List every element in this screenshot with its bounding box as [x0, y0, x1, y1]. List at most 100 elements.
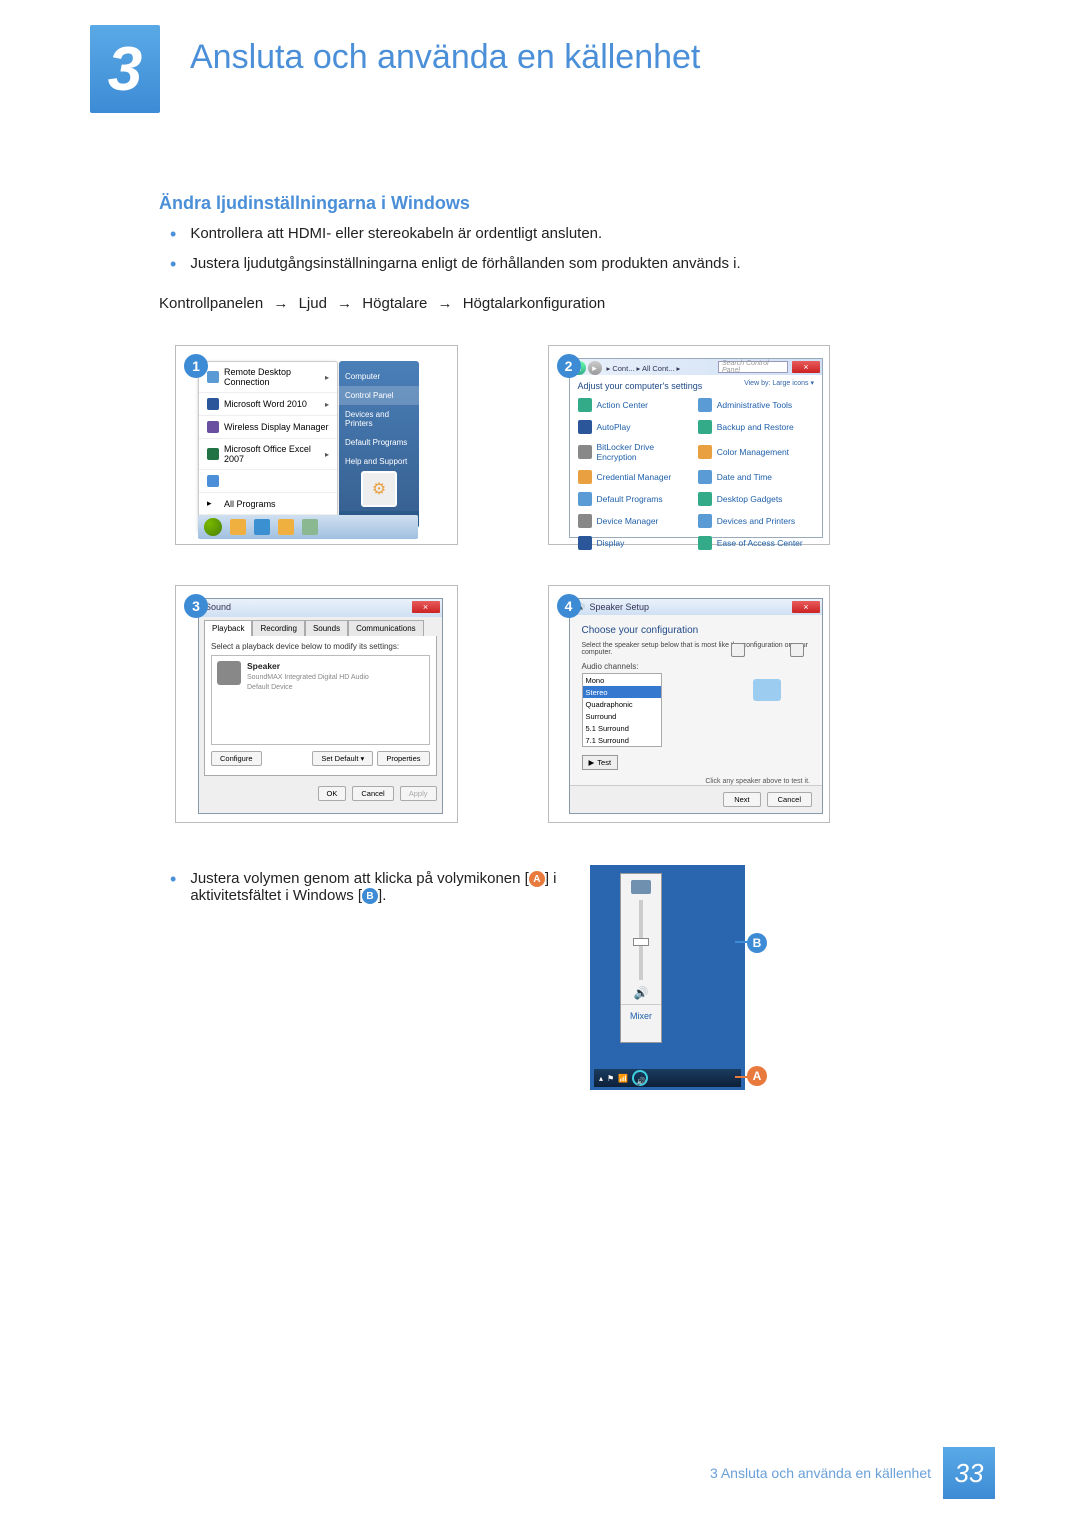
dialog-buttons: Next Cancel — [570, 785, 823, 813]
forward-button[interactable]: ▸ — [588, 361, 602, 375]
option-stereo[interactable]: Stereo — [583, 686, 661, 698]
start-orb-icon[interactable] — [204, 518, 222, 536]
cancel-button[interactable]: Cancel — [352, 786, 393, 801]
close-button[interactable]: × — [412, 601, 440, 613]
tab-communications[interactable]: Communications — [348, 620, 424, 636]
volume-slider[interactable] — [639, 900, 643, 980]
safe-icon — [578, 470, 592, 484]
cp-label: Administrative Tools — [717, 400, 792, 410]
menu-label: Microsoft Office Excel 2007 — [224, 444, 320, 464]
screenshot-sound-dialog: 3 Sound × Playback Recording Sounds Comm… — [175, 585, 458, 823]
step-badge: 1 — [184, 354, 208, 378]
section-heading: Ändra ljudinställningarna i Windows — [159, 193, 470, 214]
option-mono[interactable]: Mono — [583, 674, 661, 686]
slider-thumb-icon[interactable] — [633, 938, 649, 946]
speaker-icon — [217, 661, 241, 685]
start-menu-item-excel[interactable]: Microsoft Office Excel 2007 ▸ — [199, 439, 337, 470]
chapter-number: 3 — [108, 34, 142, 105]
taskbar-wmp-icon[interactable] — [278, 519, 294, 535]
cp-item-gadgets[interactable]: Desktop Gadgets — [696, 488, 816, 510]
listener-icon — [753, 679, 781, 701]
option-71[interactable]: 7.1 Surround — [583, 734, 661, 746]
volume-panel: 🔊 Mixer — [620, 873, 662, 1043]
test-button[interactable]: ▶Test — [582, 755, 619, 770]
cp-item-datetime[interactable]: Date and Time — [696, 466, 816, 488]
channels-listbox[interactable]: Mono Stereo Quadraphonic Surround 5.1 Su… — [582, 673, 662, 747]
chevron-right-icon: ▸ — [325, 450, 329, 459]
mixer-link[interactable]: Mixer — [621, 1004, 661, 1021]
taskbar-ie-icon[interactable] — [254, 519, 270, 535]
search-input[interactable]: Search Control Panel — [718, 361, 788, 373]
close-button[interactable]: × — [792, 361, 820, 373]
start-link-defaults[interactable]: Default Programs — [339, 433, 419, 452]
cp-item-admin-tools[interactable]: Administrative Tools — [696, 394, 816, 416]
start-link-help[interactable]: Help and Support — [339, 452, 419, 471]
breadcrumb[interactable]: ▸ Cont... ▸ All Cont... ▸ — [607, 364, 681, 373]
next-button[interactable]: Next — [723, 792, 760, 807]
dialog-buttons: OK Cancel Apply — [199, 781, 442, 806]
start-link-devices[interactable]: Devices and Printers — [339, 405, 419, 433]
footer-text: 3 Ansluta och använda en källenhet — [710, 1465, 931, 1481]
screenshot-start-menu: 1 Remote Desktop Connection▸ Microsoft W… — [175, 345, 458, 545]
option-quad[interactable]: Quadraphonic — [583, 698, 661, 710]
cp-items-grid: Action Center Administrative Tools AutoP… — [570, 394, 823, 554]
start-menu-item-wdm[interactable]: Wireless Display Manager — [199, 416, 337, 439]
start-menu-item-blank[interactable] — [199, 470, 337, 493]
view-by-dropdown[interactable]: View by: Large icons ▾ — [744, 379, 814, 387]
device-sub: SoundMAX Integrated Digital HD Audio — [247, 674, 369, 681]
speaker-left-icon[interactable] — [731, 643, 745, 657]
bullet-dot-icon: • — [170, 870, 176, 904]
cp-item-device-manager[interactable]: Device Manager — [576, 510, 696, 532]
cp-item-devices-printers[interactable]: Devices and Printers — [696, 510, 816, 532]
option-51[interactable]: 5.1 Surround — [583, 722, 661, 734]
clock-icon — [698, 470, 712, 484]
taskbar-folder-icon[interactable] — [230, 519, 246, 535]
speaker-right-icon[interactable] — [790, 643, 804, 657]
option-surround[interactable]: Surround — [583, 710, 661, 722]
start-menu-item-remote[interactable]: Remote Desktop Connection▸ — [199, 362, 337, 393]
app-icon — [207, 398, 219, 410]
cancel-button[interactable]: Cancel — [767, 792, 812, 807]
device-list[interactable]: Speaker SoundMAX Integrated Digital HD A… — [211, 655, 430, 745]
cp-label: Backup and Restore — [717, 422, 794, 432]
cp-item-display[interactable]: Display — [576, 532, 696, 554]
tab-recording[interactable]: Recording — [252, 620, 304, 636]
tab-playback[interactable]: Playback — [204, 620, 252, 636]
taskbar-app-icon[interactable] — [302, 519, 318, 535]
path-segment: Ljud — [299, 295, 327, 312]
cp-label: Color Management — [717, 447, 789, 457]
screenshot-volume-mixer: 🔊 Mixer ▴ ⚑ 📶 🔊 B A — [590, 865, 745, 1090]
tools-icon — [698, 398, 712, 412]
cp-item-action-center[interactable]: Action Center — [576, 394, 696, 416]
start-link-control-panel[interactable]: Control Panel — [339, 386, 419, 405]
properties-button[interactable]: Properties — [377, 751, 429, 766]
step-badge: 2 — [557, 354, 581, 378]
cp-label: Devices and Printers — [717, 516, 795, 526]
cp-item-autoplay[interactable]: AutoPlay — [576, 416, 696, 438]
step-badge: 4 — [557, 594, 581, 618]
cp-item-ease-of-access[interactable]: Ease of Access Center — [696, 532, 816, 554]
start-menu-item-word[interactable]: Microsoft Word 2010▸ — [199, 393, 337, 416]
chevron-right-icon: ▸ — [207, 498, 212, 509]
menu-label: Wireless Display Manager — [224, 422, 329, 432]
start-link-computer[interactable]: Computer — [339, 367, 419, 386]
callout-a-badge: A — [747, 1066, 767, 1086]
speaker-icon[interactable]: 🔊 — [621, 986, 661, 1000]
tab-sounds[interactable]: Sounds — [305, 620, 348, 636]
app-icon — [207, 371, 219, 383]
lock-icon — [578, 445, 592, 459]
set-default-button[interactable]: Set Default ▾ — [312, 751, 373, 766]
ok-button[interactable]: OK — [318, 786, 347, 801]
volume-tray-icon[interactable]: 🔊 — [632, 1070, 648, 1086]
start-menu-left: Remote Desktop Connection▸ Microsoft Wor… — [198, 361, 338, 533]
cp-item-bitlocker[interactable]: BitLocker Drive Encryption — [576, 438, 696, 466]
cp-item-backup[interactable]: Backup and Restore — [696, 416, 816, 438]
cp-item-default-programs[interactable]: Default Programs — [576, 488, 696, 510]
dialog-body: Select a playback device below to modify… — [204, 636, 437, 776]
start-menu-all-programs[interactable]: ▸ All Programs — [199, 493, 337, 515]
configure-button[interactable]: Configure — [211, 751, 262, 766]
cp-item-credential[interactable]: Credential Manager — [576, 466, 696, 488]
cp-item-color[interactable]: Color Management — [696, 438, 816, 466]
apply-button[interactable]: Apply — [400, 786, 437, 801]
close-button[interactable]: × — [792, 601, 820, 613]
